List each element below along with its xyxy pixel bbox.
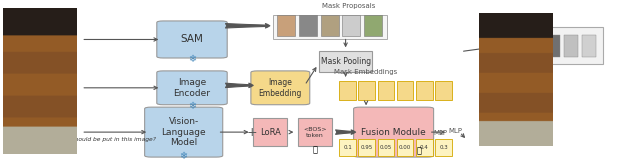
Text: ❄: ❄ [188, 101, 196, 110]
Bar [253, 118, 287, 146]
Bar [416, 139, 433, 156]
Text: Fusion Module: Fusion Module [361, 128, 426, 137]
Text: +: + [247, 126, 257, 139]
Text: Mask Embeddings: Mask Embeddings [335, 69, 397, 75]
Text: ❄: ❄ [180, 151, 188, 161]
Bar [342, 15, 360, 36]
Text: 0.95: 0.95 [360, 145, 373, 150]
FancyBboxPatch shape [157, 21, 227, 58]
Bar [319, 51, 372, 72]
Bar [273, 15, 387, 39]
Text: 0.4: 0.4 [420, 145, 429, 150]
Bar [358, 81, 375, 100]
Text: Mask Pooling: Mask Pooling [321, 57, 371, 66]
Bar [364, 15, 382, 36]
Text: <BOS>
token: <BOS> token [303, 127, 326, 138]
Bar [277, 15, 295, 36]
Text: Image
Encoder: Image Encoder [173, 78, 211, 98]
Bar [339, 81, 356, 100]
Text: Mask Proposals: Mask Proposals [322, 3, 376, 9]
FancyBboxPatch shape [354, 107, 434, 157]
Text: MLP: MLP [448, 128, 462, 134]
Bar [397, 81, 413, 100]
Text: 🔥: 🔥 [312, 145, 317, 154]
Bar [378, 139, 394, 156]
Text: 🔥: 🔥 [417, 146, 422, 155]
FancyBboxPatch shape [251, 71, 310, 105]
FancyBboxPatch shape [145, 107, 223, 157]
Bar [435, 139, 452, 156]
Text: 0.3: 0.3 [439, 145, 448, 150]
Bar [397, 139, 413, 156]
Bar [529, 35, 543, 57]
Bar [299, 15, 317, 36]
Bar [321, 15, 339, 36]
Bar [339, 139, 356, 156]
Bar [298, 118, 332, 146]
Text: 0.05: 0.05 [380, 145, 392, 150]
Text: LoRA: LoRA [260, 128, 280, 137]
Text: MLP: MLP [433, 130, 447, 136]
Bar [564, 35, 579, 57]
Bar [547, 35, 561, 57]
Bar [416, 81, 433, 100]
Text: Threshold
based
selection: Threshold based selection [492, 17, 523, 34]
Bar [524, 27, 604, 64]
Text: 0.00: 0.00 [399, 145, 412, 150]
Bar [358, 139, 375, 156]
Text: Where is the garbage should be put in this image?: Where is the garbage should be put in th… [5, 137, 156, 142]
Bar [582, 35, 596, 57]
Text: SAM: SAM [180, 35, 204, 45]
FancyBboxPatch shape [157, 71, 227, 105]
Text: Vision-
Language
Model: Vision- Language Model [161, 117, 206, 147]
Text: ❄: ❄ [188, 54, 196, 64]
Text: 0.1: 0.1 [343, 145, 352, 150]
Bar [435, 81, 452, 100]
Text: Image
Embedding: Image Embedding [259, 78, 302, 98]
Bar [378, 81, 394, 100]
